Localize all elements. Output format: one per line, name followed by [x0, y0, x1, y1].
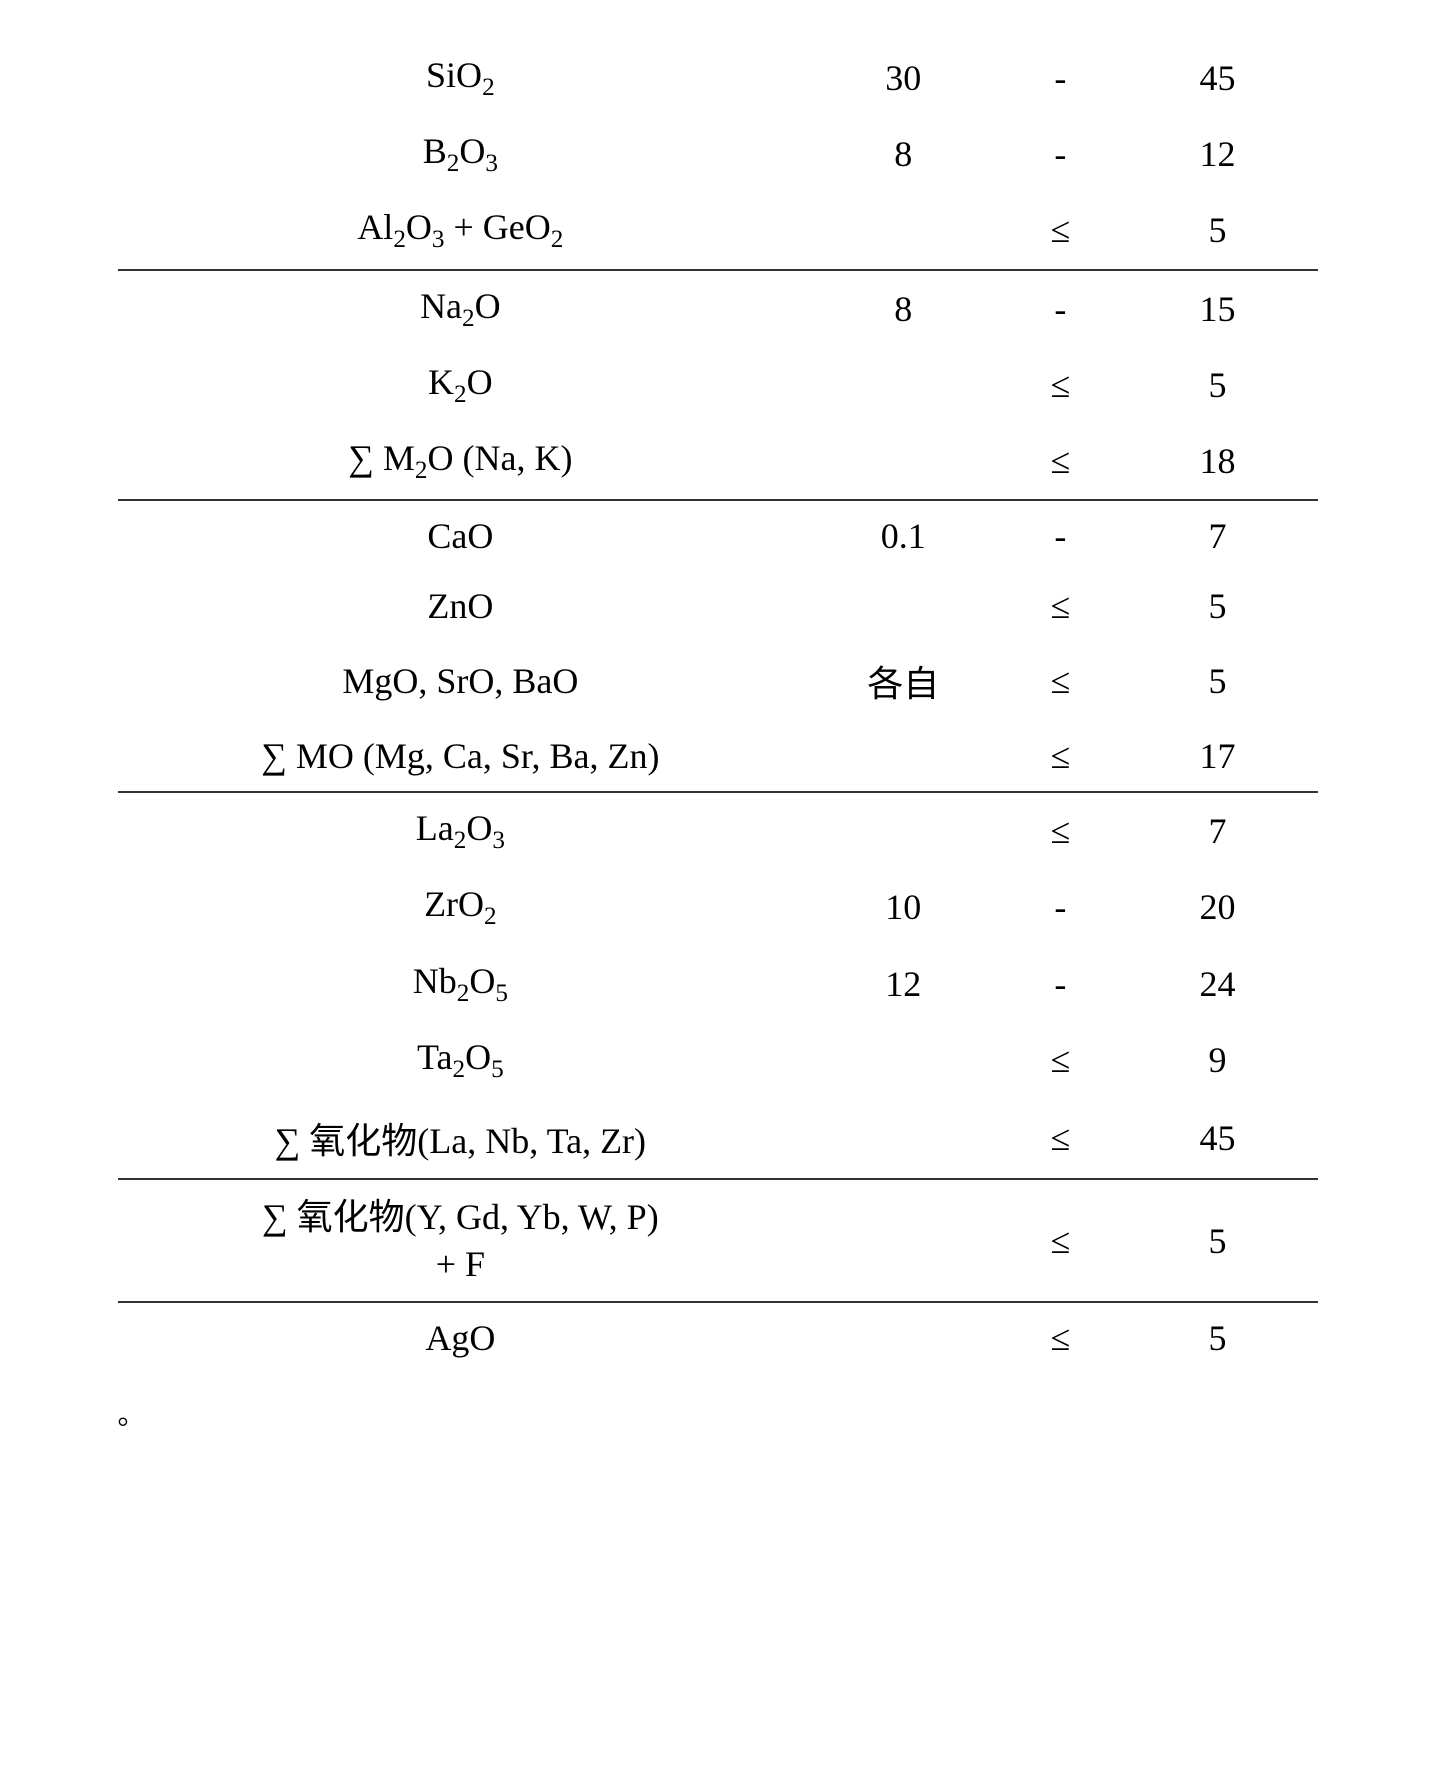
- min-cell: 12: [803, 946, 1003, 1022]
- max-cell: 12: [1117, 116, 1317, 192]
- max-cell: 20: [1117, 869, 1317, 945]
- formula-cell: ∑ M2O (Na, K): [118, 423, 804, 500]
- max-cell: 15: [1117, 270, 1317, 347]
- max-cell: 5: [1117, 571, 1317, 641]
- min-cell: 8: [803, 116, 1003, 192]
- min-cell: 30: [803, 40, 1003, 116]
- operator-cell: ≤: [1003, 423, 1117, 500]
- min-cell: [803, 1098, 1003, 1179]
- formula-cell: Na2O: [118, 270, 804, 347]
- min-cell: [803, 347, 1003, 423]
- operator-cell: ≤: [1003, 792, 1117, 869]
- table-row: Ta2O5 ≤9: [118, 1022, 1318, 1098]
- max-cell: 18: [1117, 423, 1317, 500]
- min-cell: [803, 721, 1003, 792]
- table-row: La2O3 ≤7: [118, 792, 1318, 869]
- formula-cell: Ta2O5: [118, 1022, 804, 1098]
- footer-text: 。: [118, 1393, 1318, 1433]
- min-cell: [803, 792, 1003, 869]
- min-cell: [803, 1179, 1003, 1303]
- operator-cell: ≤: [1003, 192, 1117, 269]
- operator-cell: ≤: [1003, 571, 1117, 641]
- table-row: B2O38-12: [118, 116, 1318, 192]
- formula-cell: MgO, SrO, BaO: [118, 641, 804, 721]
- operator-cell: ≤: [1003, 1022, 1117, 1098]
- max-cell: 5: [1117, 1179, 1317, 1303]
- min-cell: 0.1: [803, 500, 1003, 571]
- operator-cell: ≤: [1003, 1302, 1117, 1373]
- operator-cell: ≤: [1003, 347, 1117, 423]
- max-cell: 7: [1117, 500, 1317, 571]
- max-cell: 24: [1117, 946, 1317, 1022]
- formula-cell: ∑ MO (Mg, Ca, Sr, Ba, Zn): [118, 721, 804, 792]
- min-cell: [803, 423, 1003, 500]
- table-row: MgO, SrO, BaO各自≤5: [118, 641, 1318, 721]
- operator-cell: ≤: [1003, 1098, 1117, 1179]
- composition-table: SiO230-45B2O38-12Al2O3 + GeO2≤5Na2O8-15K…: [118, 40, 1318, 1373]
- operator-cell: -: [1003, 116, 1117, 192]
- operator-cell: ≤: [1003, 721, 1117, 792]
- formula-cell: SiO2: [118, 40, 804, 116]
- min-cell: [803, 571, 1003, 641]
- operator-cell: -: [1003, 40, 1117, 116]
- max-cell: 5: [1117, 1302, 1317, 1373]
- min-cell: 各自: [803, 641, 1003, 721]
- table-row: Nb2O512-24: [118, 946, 1318, 1022]
- min-cell: [803, 192, 1003, 269]
- max-cell: 45: [1117, 1098, 1317, 1179]
- min-cell: 8: [803, 270, 1003, 347]
- formula-cell: La2O3: [118, 792, 804, 869]
- formula-cell: ∑ 氧化物(La, Nb, Ta, Zr): [118, 1098, 804, 1179]
- formula-cell: ZrO2: [118, 869, 804, 945]
- table-row: ZnO ≤5: [118, 571, 1318, 641]
- formula-cell: ∑ 氧化物(Y, Gd, Yb, W, P)+ F: [118, 1179, 804, 1303]
- formula-cell: B2O3: [118, 116, 804, 192]
- table-row: Al2O3 + GeO2 ≤5: [118, 192, 1318, 269]
- max-cell: 7: [1117, 792, 1317, 869]
- max-cell: 5: [1117, 192, 1317, 269]
- max-cell: 9: [1117, 1022, 1317, 1098]
- min-cell: [803, 1022, 1003, 1098]
- max-cell: 5: [1117, 641, 1317, 721]
- min-cell: [803, 1302, 1003, 1373]
- formula-cell: ZnO: [118, 571, 804, 641]
- table-row: ZrO210-20: [118, 869, 1318, 945]
- table-row: SiO230-45: [118, 40, 1318, 116]
- table-row: ∑ M2O (Na, K) ≤18: [118, 423, 1318, 500]
- formula-cell: Al2O3 + GeO2: [118, 192, 804, 269]
- min-cell: 10: [803, 869, 1003, 945]
- operator-cell: ≤: [1003, 641, 1117, 721]
- formula-cell: AgO: [118, 1302, 804, 1373]
- operator-cell: -: [1003, 946, 1117, 1022]
- operator-cell: ≤: [1003, 1179, 1117, 1303]
- table-row: CaO0.1-7: [118, 500, 1318, 571]
- table-row: K2O ≤5: [118, 347, 1318, 423]
- formula-cell: CaO: [118, 500, 804, 571]
- operator-cell: -: [1003, 270, 1117, 347]
- table-row: ∑ 氧化物(La, Nb, Ta, Zr) ≤45: [118, 1098, 1318, 1179]
- table-row: AgO ≤5: [118, 1302, 1318, 1373]
- max-cell: 17: [1117, 721, 1317, 792]
- max-cell: 45: [1117, 40, 1317, 116]
- operator-cell: -: [1003, 869, 1117, 945]
- formula-cell: K2O: [118, 347, 804, 423]
- operator-cell: -: [1003, 500, 1117, 571]
- table-row: ∑ 氧化物(Y, Gd, Yb, W, P)+ F ≤5: [118, 1179, 1318, 1303]
- table-row: Na2O8-15: [118, 270, 1318, 347]
- formula-cell: Nb2O5: [118, 946, 804, 1022]
- table-row: ∑ MO (Mg, Ca, Sr, Ba, Zn) ≤17: [118, 721, 1318, 792]
- max-cell: 5: [1117, 347, 1317, 423]
